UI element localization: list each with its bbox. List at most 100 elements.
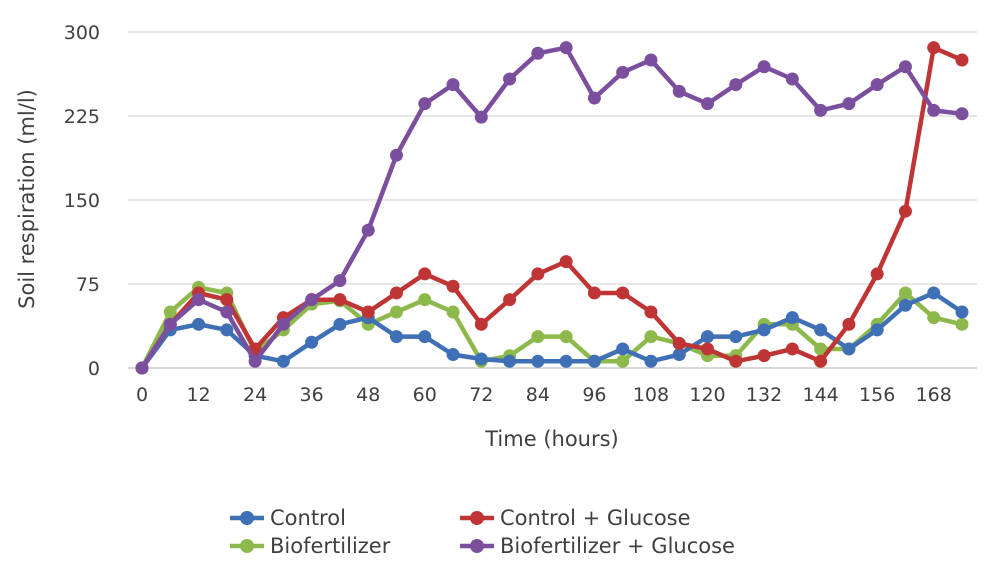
data-point-control-glucose (729, 354, 743, 368)
data-point-control (503, 354, 517, 368)
data-point-control (701, 330, 715, 344)
x-tick-label: 120 (689, 384, 725, 406)
data-point-biofertilizer-glucose (955, 107, 969, 121)
y-tick-label: 0 (88, 358, 100, 380)
data-point-biofertilizer (814, 342, 828, 356)
data-point-control-glucose (927, 41, 941, 55)
y-axis-title: Soil respiration (ml/l) (15, 89, 39, 309)
x-tick-label: 132 (746, 384, 782, 406)
x-tick-label: 108 (633, 384, 669, 406)
x-tick-label: 48 (356, 384, 380, 406)
data-point-control (814, 323, 828, 337)
x-tick-label: 24 (243, 384, 267, 406)
x-tick-label: 72 (469, 384, 493, 406)
series-line-biofertilizer-glucose (139, 45, 965, 371)
legend-item: Control (230, 506, 346, 530)
data-point-control-glucose (474, 317, 488, 331)
legend-item: Biofertilizer (230, 534, 391, 558)
data-point-biofertilizer-glucose (418, 97, 432, 111)
y-tick-label: 75 (76, 274, 100, 296)
data-point-biofertilizer-glucose (531, 46, 545, 60)
legend-item: Control + Glucose (460, 506, 691, 530)
x-tick-label: 144 (802, 384, 838, 406)
y-tick-label: 150 (64, 190, 100, 212)
legend-item: Biofertilizer + Glucose (460, 534, 735, 558)
data-point-biofertilizer (418, 293, 432, 307)
y-tick-label: 300 (64, 22, 100, 44)
data-point-biofertilizer-glucose (898, 60, 912, 74)
data-point-biofertilizer (898, 286, 912, 300)
x-axis-ticks: 0 12 24 36 48 60 72 84 96 108 120 132 144 156 168 (136, 384, 952, 406)
data-point-biofertilizer-glucose (616, 65, 630, 79)
data-point-biofertilizer-glucose (333, 274, 347, 288)
data-point-biofertilizer-glucose (559, 41, 573, 55)
data-point-control (418, 330, 432, 344)
data-point-control-glucose (220, 293, 234, 307)
data-point-control (333, 317, 347, 331)
data-point-biofertilizer-glucose (163, 317, 177, 331)
series-line-control (139, 290, 965, 371)
data-point-control (531, 354, 545, 368)
data-point-biofertilizer-glucose (870, 78, 884, 92)
data-point-biofertilizer-glucose (389, 148, 403, 162)
data-point-control (870, 323, 884, 337)
legend-swatch-marker (240, 511, 254, 525)
series-biofertilizer-glucose (135, 41, 969, 375)
data-point-control (587, 354, 601, 368)
data-point-biofertilizer (955, 317, 969, 331)
data-point-control-glucose (814, 354, 828, 368)
x-axis-title: Time (hours) (484, 427, 619, 451)
data-point-biofertilizer-glucose (814, 103, 828, 117)
legend-label: Biofertilizer + Glucose (500, 534, 735, 558)
data-point-biofertilizer-glucose (701, 97, 715, 111)
data-point-biofertilizer-glucose (361, 223, 375, 237)
x-tick-label: 36 (300, 384, 324, 406)
x-tick-label: 60 (413, 384, 437, 406)
y-axis-ticks: 0 75 150 225 300 (64, 22, 100, 380)
data-point-control (898, 298, 912, 312)
data-point-biofertilizer-glucose (305, 293, 319, 307)
data-point-control-glucose (757, 349, 771, 363)
data-point-control (729, 330, 743, 344)
data-point-control (785, 311, 799, 325)
data-point-control-glucose (785, 342, 799, 356)
data-point-control (616, 342, 630, 356)
data-point-biofertilizer-glucose (474, 110, 488, 124)
data-point-biofertilizer-glucose (220, 305, 234, 319)
data-point-control (927, 286, 941, 300)
data-point-biofertilizer-glucose (248, 354, 262, 368)
data-point-biofertilizer-glucose (135, 361, 149, 375)
data-point-control-glucose (389, 286, 403, 300)
data-point-control-glucose (870, 267, 884, 281)
x-tick-label: 84 (526, 384, 550, 406)
data-point-biofertilizer (446, 305, 460, 319)
legend-swatch-marker (470, 539, 484, 553)
data-point-biofertilizer-glucose (644, 53, 658, 67)
data-point-biofertilizer-glucose (587, 91, 601, 105)
data-point-biofertilizer-glucose (757, 60, 771, 74)
legend-label: Control + Glucose (500, 506, 691, 530)
data-point-control-glucose (672, 336, 686, 350)
data-point-biofertilizer (616, 354, 630, 368)
series-control (135, 286, 969, 375)
plot-area (135, 41, 969, 375)
data-point-control-glucose (559, 255, 573, 269)
data-point-control (474, 352, 488, 366)
x-tick-label: 168 (916, 384, 952, 406)
data-point-biofertilizer-glucose (192, 293, 206, 307)
data-point-biofertilizer-glucose (842, 97, 856, 111)
data-point-control-glucose (531, 267, 545, 281)
data-point-control-glucose (418, 267, 432, 281)
data-point-control (672, 348, 686, 362)
data-point-biofertilizer (389, 305, 403, 319)
x-tick-label: 0 (136, 384, 148, 406)
legend: Control Control + Glucose Biofertilizer Bio… (230, 506, 735, 558)
data-point-biofertilizer-glucose (927, 103, 941, 117)
series-line-control-glucose (139, 45, 965, 371)
data-point-control (644, 354, 658, 368)
data-point-control (559, 354, 573, 368)
data-point-control-glucose (333, 293, 347, 307)
data-point-control-glucose (644, 305, 658, 319)
data-point-biofertilizer (927, 311, 941, 325)
